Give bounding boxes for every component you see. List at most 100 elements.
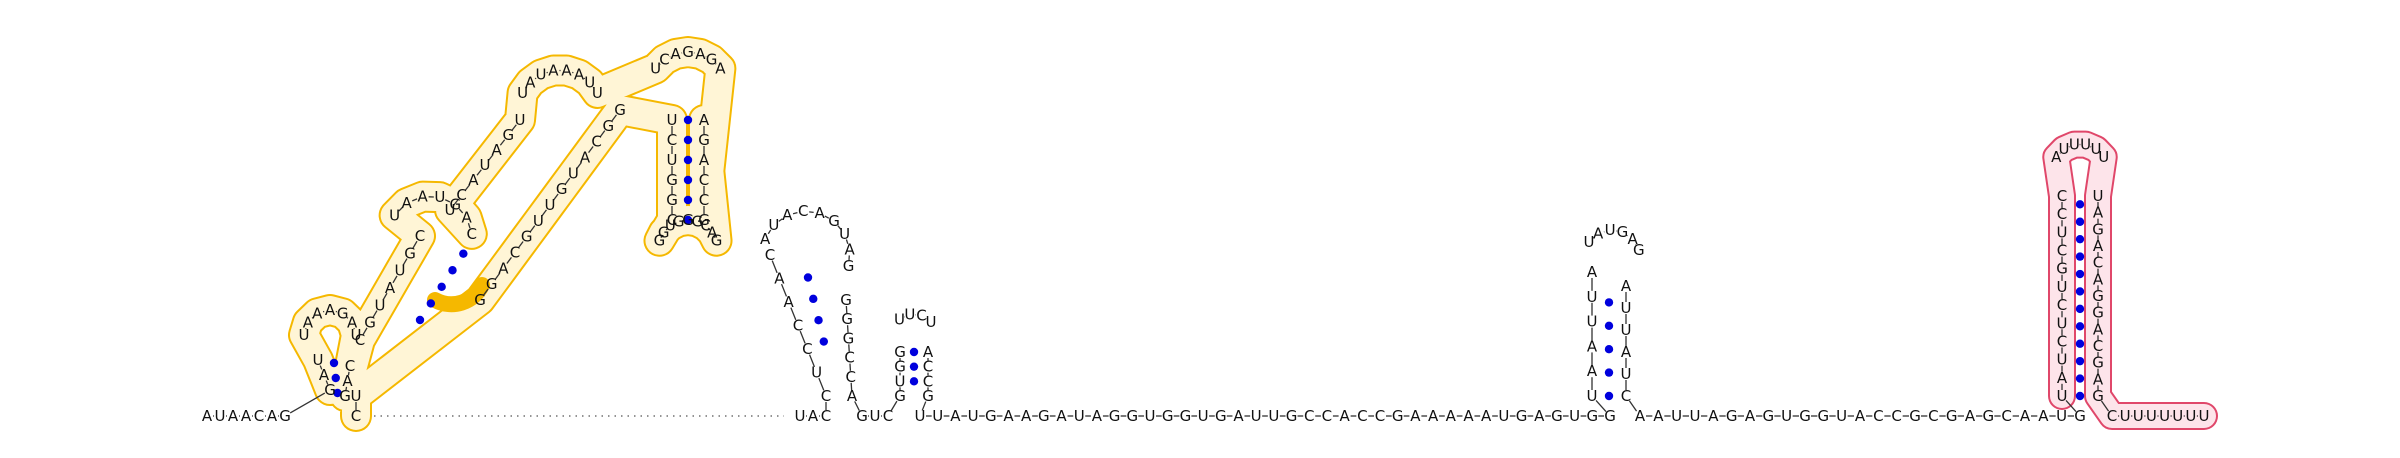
base-pair-dot [2075, 287, 2085, 296]
spacer-nucleotide: A [1708, 407, 1719, 425]
loop-nucleotide: A [548, 62, 559, 80]
stem-nucleotide: G [486, 275, 498, 293]
terminator-nucleotide: U [2146, 407, 2157, 425]
terminator-nucleotide: C [2057, 242, 2067, 260]
stem-nucleotide: U [811, 364, 822, 382]
stem-nucleotide: G [840, 291, 852, 309]
stem-nucleotide: C [846, 368, 856, 386]
loop-nucleotide: U [389, 206, 400, 224]
loop-nucleotide: U [904, 305, 915, 323]
stem-nucleotide: G [324, 381, 336, 399]
backbone-link [921, 401, 927, 411]
backbone-link [854, 401, 860, 411]
loop-nucleotide: A [525, 73, 536, 91]
stem-nucleotide: A [1587, 263, 1598, 281]
stem-nucleotide: U [533, 212, 544, 230]
backbone-link [611, 114, 617, 122]
terminator-nucleotide: U [2185, 407, 2196, 425]
backbone-link [289, 392, 326, 414]
loop-nucleotide: A [845, 240, 856, 258]
stem-nucleotide: C [1621, 387, 1631, 405]
loop-nucleotide: A [347, 313, 358, 331]
terminator-nucleotide: U [2120, 407, 2131, 425]
terminator-nucleotide: A [2051, 148, 2062, 166]
terminator-nucleotide: U [2057, 278, 2068, 296]
backbone-link [588, 146, 594, 154]
loop-nucleotide: G [682, 211, 694, 229]
loop-nucleotide: U [925, 313, 936, 331]
terminator-nucleotide: U [2172, 407, 2183, 425]
backbone-link [592, 86, 595, 89]
base-pair-dot [1604, 345, 1614, 354]
terminator-nucleotide: A [2093, 320, 2104, 338]
loop-nucleotide: U [299, 326, 310, 344]
spacer-nucleotide: G [1763, 407, 1775, 425]
loop-nucleotide: C [700, 217, 710, 235]
spacer-nucleotide: U [1198, 407, 1209, 425]
spacer-nucleotide: C [1928, 407, 1938, 425]
backbone-link [660, 235, 663, 239]
domain-outlines [288, 36, 2218, 432]
loop-nucleotide: A [715, 59, 726, 77]
spacer-nucleotide: G [1818, 407, 1830, 425]
linker-nucleotide: U [795, 407, 806, 425]
base-pair-dot [683, 195, 693, 205]
stem-nucleotide: G [339, 387, 351, 405]
spacer-nucleotide: A [1635, 407, 1646, 425]
spacer-nucleotide: U [1781, 407, 1792, 425]
stem-nucleotide: U [667, 151, 678, 169]
terminator-nucleotide: G [2092, 354, 2104, 372]
base-pair-dot [329, 358, 339, 368]
stem-nucleotide: U [667, 111, 678, 129]
terminator-nucleotide: U [2133, 407, 2144, 425]
base-pair-dot [803, 273, 813, 282]
base-pair-dot [331, 373, 340, 383]
base-pair-dot [2075, 356, 2085, 366]
spacer-nucleotide: A [1003, 407, 1014, 425]
terminator-nucleotide: C [2057, 296, 2067, 314]
stem-nucleotide: C [844, 349, 854, 367]
backbone-link [511, 124, 517, 131]
backbone-link [2100, 400, 2110, 412]
base-pair-dot [819, 337, 828, 346]
spacer-nucleotide: G [1909, 407, 1921, 425]
base-pair-dot [1604, 391, 1614, 401]
stem-nucleotide: U [1621, 299, 1632, 317]
terminator-nucleotide: U [2057, 314, 2068, 332]
backbone-link [2059, 152, 2061, 154]
leader-nucleotide: G [279, 407, 291, 425]
backbone-link [767, 229, 772, 235]
terminator-nucleotide: A [2093, 270, 2104, 288]
stem-nucleotide: G [556, 180, 568, 198]
stem-nucleotide: C [355, 331, 365, 349]
base-pair-dots [329, 115, 2085, 401]
terminator-nucleotide: U [2059, 140, 2070, 158]
spacer-nucleotide: G [1286, 407, 1298, 425]
loop-nucleotide: G [1617, 223, 1629, 241]
leader-nucleotide: A [267, 407, 278, 425]
loop-nucleotide: C [659, 51, 669, 69]
spacer-nucleotide: G [1516, 407, 1528, 425]
backbone-link [845, 239, 849, 244]
terminator-nucleotide: C [2057, 205, 2067, 223]
spacer-nucleotide: G [1109, 407, 1121, 425]
spacer-nucleotide: U [1836, 407, 1847, 425]
stem-nucleotide: C [591, 133, 601, 151]
spacer-nucleotide: U [1690, 407, 1701, 425]
loop-nucleotide: A [782, 206, 793, 224]
stem-nucleotide: A [498, 259, 509, 277]
stem-nucleotide: U [1587, 313, 1598, 331]
loop-nucleotide: G [711, 232, 723, 250]
stem-nucleotide: C [510, 244, 520, 262]
stem-nucleotide: A [342, 372, 353, 390]
stem-nucleotide: A [699, 111, 710, 129]
stem-nucleotide: G [666, 171, 678, 189]
loop-nucleotide: G [1633, 241, 1645, 259]
spacer-nucleotide: U [915, 407, 926, 425]
backbone-link [2065, 400, 2077, 412]
terminator-nucleotide: A [2093, 237, 2104, 255]
stem-nucleotide: G [922, 387, 934, 405]
loop-nucleotide: A [303, 313, 314, 331]
spacer-nucleotide: U [1569, 407, 1580, 425]
